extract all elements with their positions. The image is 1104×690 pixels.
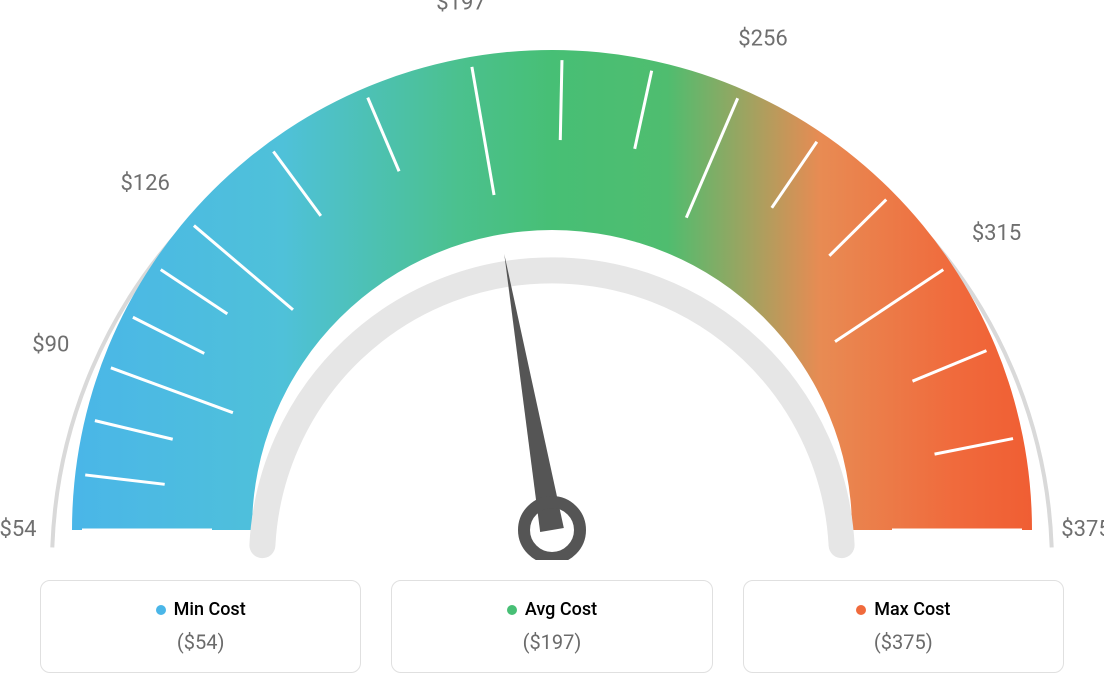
svg-text:$256: $256 (738, 26, 787, 51)
svg-text:$197: $197 (436, 0, 485, 16)
legend-value-min: ($54) (61, 630, 340, 654)
legend-row: Min Cost ($54) Avg Cost ($197) Max Cost … (0, 580, 1104, 673)
gauge-svg: $54 $90 $126 $197 $256 $315 $375 (0, 0, 1104, 560)
svg-text:$90: $90 (32, 333, 69, 358)
svg-text:$54: $54 (0, 517, 37, 542)
legend-card-avg: Avg Cost ($197) (391, 580, 712, 673)
legend-value-max: ($375) (764, 630, 1043, 654)
legend-dot-avg (507, 605, 517, 615)
legend-title-max: Max Cost (856, 599, 950, 620)
legend-dot-max (856, 605, 866, 615)
svg-text:$126: $126 (120, 171, 169, 196)
svg-text:$375: $375 (1061, 517, 1104, 542)
svg-text:$315: $315 (972, 221, 1021, 246)
legend-label-max: Max Cost (874, 599, 950, 620)
gauge-chart: $54 $90 $126 $197 $256 $315 $375 (0, 0, 1104, 560)
legend-dot-min (156, 605, 166, 615)
legend-card-min: Min Cost ($54) (40, 580, 361, 673)
legend-title-avg: Avg Cost (507, 599, 597, 620)
legend-value-avg: ($197) (412, 630, 691, 654)
legend-card-max: Max Cost ($375) (743, 580, 1064, 673)
legend-title-min: Min Cost (156, 599, 246, 620)
legend-label-min: Min Cost (174, 599, 246, 620)
legend-label-avg: Avg Cost (525, 599, 597, 620)
